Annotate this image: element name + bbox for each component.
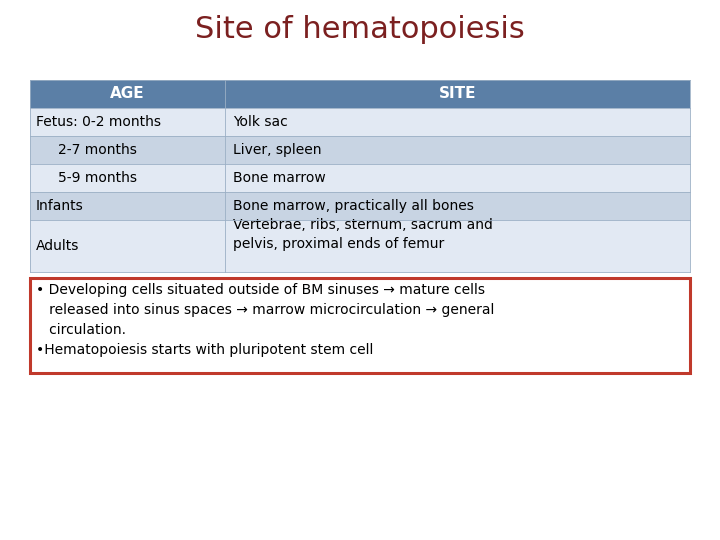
Bar [30,220,690,272]
Text: Fetus: 0-2 months: Fetus: 0-2 months [36,115,161,129]
Bar [30,136,690,164]
Bar [30,192,690,220]
Bar [30,108,690,136]
Text: • Developing cells situated outside of BM sinuses → mature cells
   released int: • Developing cells situated outside of B… [36,283,495,357]
Text: Bone marrow, practically all bones: Bone marrow, practically all bones [233,199,474,213]
Bar [30,164,690,192]
Text: Infants: Infants [36,199,84,213]
Text: AGE: AGE [110,86,145,102]
Text: 2-7 months: 2-7 months [58,143,137,157]
Text: Liver, spleen: Liver, spleen [233,143,321,157]
Text: Bone marrow: Bone marrow [233,171,325,185]
Text: Adults: Adults [36,239,79,253]
Text: Vertebrae, ribs, sternum, sacrum and
pelvis, proximal ends of femur: Vertebrae, ribs, sternum, sacrum and pel… [233,218,492,251]
Text: SITE: SITE [438,86,476,102]
Text: Site of hematopoiesis: Site of hematopoiesis [195,16,525,44]
Bar [30,278,690,373]
Text: Yolk sac: Yolk sac [233,115,287,129]
Text: 5-9 months: 5-9 months [58,171,137,185]
Bar [30,80,690,108]
